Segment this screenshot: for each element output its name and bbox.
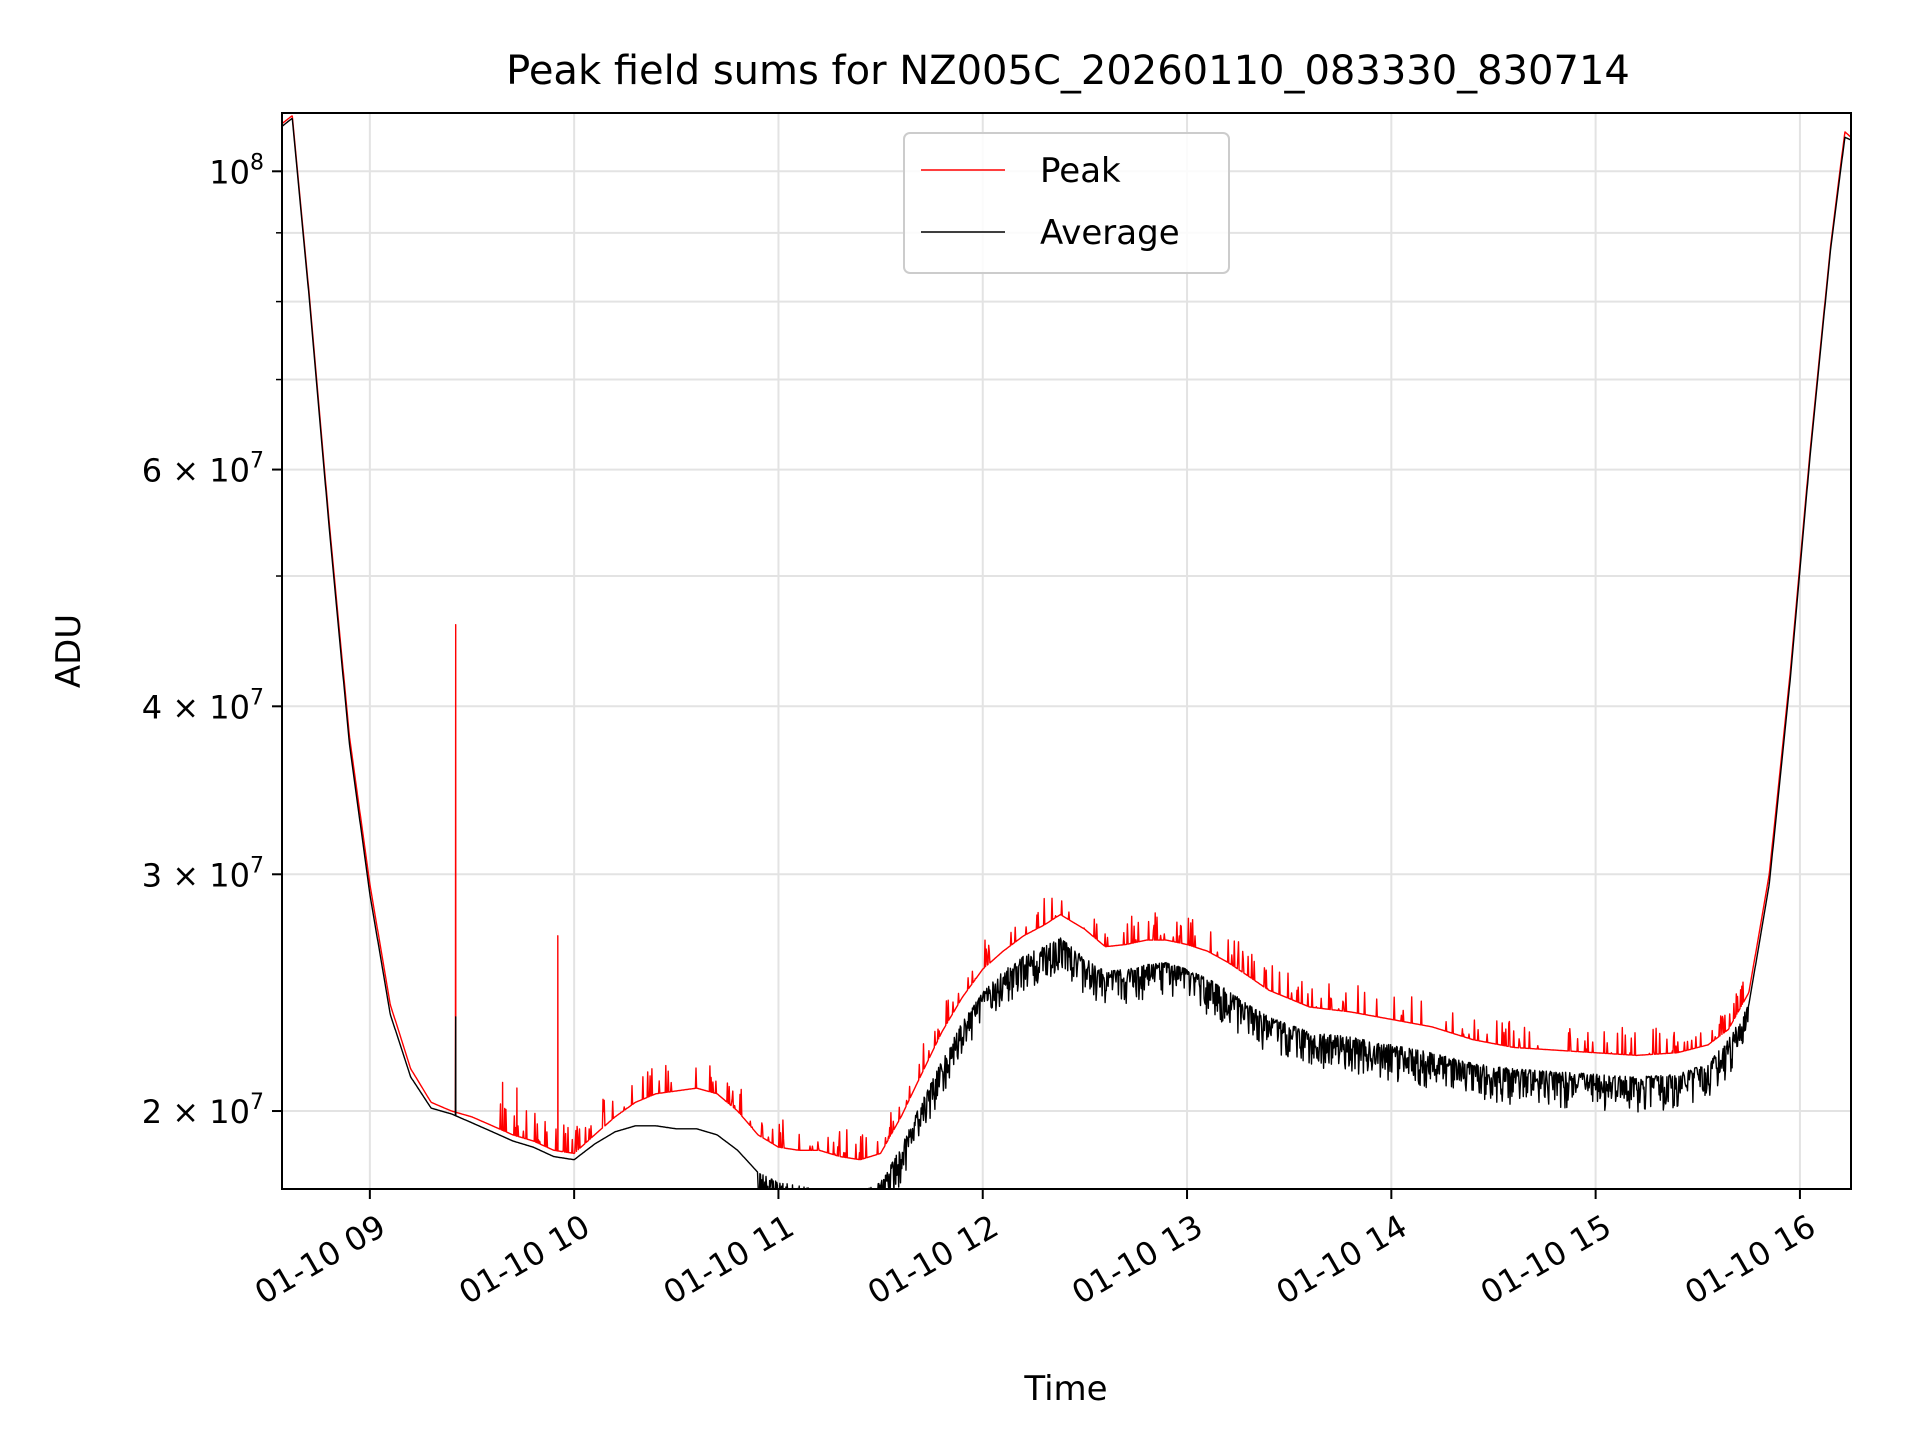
y-tick-label: 108 — [209, 150, 264, 191]
legend-label-peak: Peak — [1040, 151, 1121, 191]
plot-area — [282, 113, 1851, 1189]
y-tick-label: 2 × 107 — [142, 1090, 264, 1131]
y-tick-label: 4 × 107 — [142, 685, 264, 726]
chart-title: Peak field sums for NZ005C_20260110_0833… — [506, 48, 1630, 94]
series-line-average — [282, 118, 1851, 1189]
y-tick-exponent: 7 — [250, 1090, 264, 1115]
y-tick-mantissa: 4 — [142, 688, 162, 726]
y-tick-mantissa: 3 — [142, 856, 162, 894]
y-tick-exponent: 7 — [250, 685, 264, 710]
y-axis-label: ADU — [49, 614, 89, 688]
series-line-peak — [282, 115, 1851, 1161]
y-axis-ticks: 108 6 × 107 4 × 107 3 × 107 2 × 107 — [142, 150, 282, 1131]
y-tick-label: 6 × 107 — [142, 449, 264, 490]
y-tick-mantissa: 2 — [142, 1093, 162, 1131]
x-axis-label: Time — [1023, 1369, 1107, 1409]
y-tick-exponent: 7 — [250, 449, 264, 474]
axes-frame — [281, 112, 1852, 1190]
y-tick-label: 3 × 107 — [142, 853, 264, 894]
y-tick-exponent: 7 — [250, 853, 264, 878]
y-tick-exponent: 8 — [250, 150, 264, 175]
series-layer — [282, 115, 1851, 1189]
y-tick-mantissa: 6 — [142, 452, 162, 490]
legend-box — [903, 132, 1230, 274]
legend: Peak Average — [903, 132, 1230, 274]
legend-label-average: Average — [1040, 213, 1180, 253]
grid-lines — [282, 113, 1851, 1189]
